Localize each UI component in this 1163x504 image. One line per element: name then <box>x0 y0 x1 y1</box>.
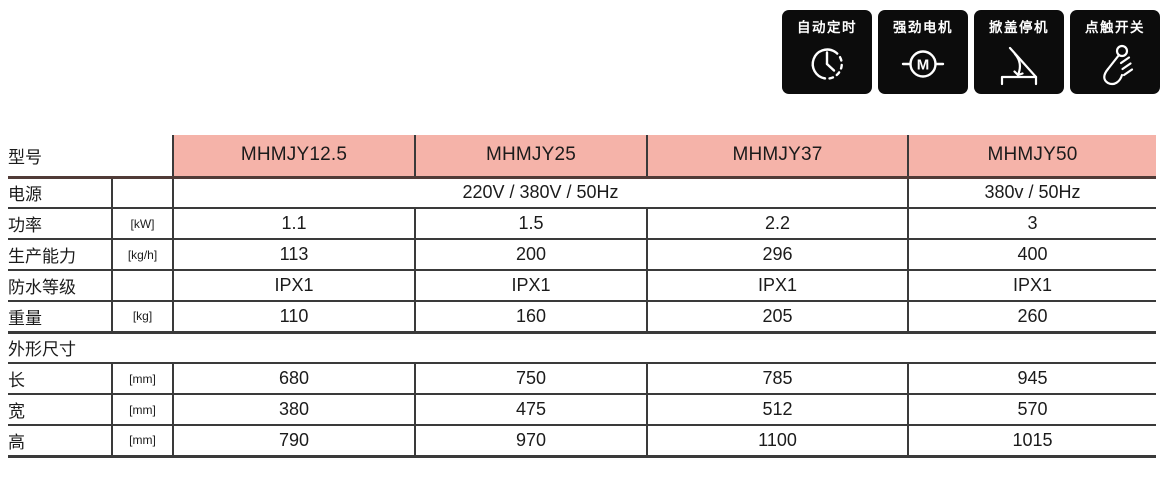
spec-value: IPX1 <box>172 270 415 302</box>
spec-value: 970 <box>414 425 647 458</box>
spec-row-label: 生产能力 <box>8 239 112 271</box>
spec-value: 785 <box>646 363 908 395</box>
spec-value: IPX1 <box>646 270 908 302</box>
spec-value: 110 <box>172 301 415 334</box>
model-header-row: 型号 MHMJY12.5 MHMJY25 MHMJY37 MHMJY50 <box>8 135 1156 179</box>
model-name: MHMJY50 <box>907 135 1156 179</box>
motor-icon: M <box>901 50 945 78</box>
spec-unit <box>111 270 173 302</box>
spec-value: 512 <box>646 394 908 426</box>
height-row: 高 [mm] 790 970 1100 1015 <box>8 425 1156 458</box>
power-rating-row: 功率 [kW] 1.1 1.5 2.2 3 <box>8 208 1156 240</box>
spec-value: 205 <box>646 301 908 334</box>
spec-value: 2.2 <box>646 208 908 240</box>
badge-auto-timer-label: 自动定时 <box>797 20 857 35</box>
spec-unit: [kW] <box>111 208 173 240</box>
spec-table: 型号 MHMJY12.5 MHMJY25 MHMJY37 MHMJY50 电源 … <box>8 135 1156 458</box>
spec-value: 1100 <box>646 425 908 458</box>
spec-value: IPX1 <box>414 270 647 302</box>
waterproof-row: 防水等级 IPX1 IPX1 IPX1 IPX1 <box>8 270 1156 302</box>
badge-strong-motor: 强劲电机 M <box>878 10 968 94</box>
spec-value: 750 <box>414 363 647 395</box>
spec-value: 200 <box>414 239 647 271</box>
spec-value: 570 <box>907 394 1156 426</box>
spec-value: 400 <box>907 239 1156 271</box>
dimensions-section-label: 外形尺寸 <box>8 332 1156 364</box>
badge-auto-timer: 自动定时 <box>782 10 872 94</box>
spec-value: 475 <box>414 394 647 426</box>
spec-value: 380v / 50Hz <box>907 177 1156 209</box>
weight-row: 重量 [kg] 110 160 205 260 <box>8 301 1156 334</box>
spec-row-label: 防水等级 <box>8 270 112 302</box>
spec-value: 1.5 <box>414 208 647 240</box>
spec-value: IPX1 <box>907 270 1156 302</box>
model-row-label: 型号 <box>8 135 173 179</box>
spec-unit: [mm] <box>111 425 173 458</box>
width-row: 宽 [mm] 380 475 512 570 <box>8 394 1156 426</box>
length-row: 长 [mm] 680 750 785 945 <box>8 363 1156 395</box>
spec-unit: [kg/h] <box>111 239 173 271</box>
dimensions-section-row: 外形尺寸 <box>8 332 1156 364</box>
power-supply-row: 电源 220V / 380V / 50Hz 380v / 50Hz <box>8 177 1156 209</box>
model-name: MHMJY12.5 <box>172 135 415 179</box>
spec-value: 680 <box>172 363 415 395</box>
spec-row-label: 功率 <box>8 208 112 240</box>
spec-value: 945 <box>907 363 1156 395</box>
spec-value: 790 <box>172 425 415 458</box>
spec-value: 1015 <box>907 425 1156 458</box>
badge-strong-motor-label: 强劲电机 <box>893 20 953 35</box>
badge-touch-switch: 点触开关 <box>1070 10 1160 94</box>
spec-value: 380 <box>172 394 415 426</box>
model-name: MHMJY37 <box>646 135 908 179</box>
capacity-row: 生产能力 [kg/h] 113 200 296 400 <box>8 239 1156 271</box>
spec-row-label: 电源 <box>8 177 112 209</box>
badge-lid-open-stop-label: 掀盖停机 <box>989 20 1049 35</box>
spec-value: 160 <box>414 301 647 334</box>
badge-touch-switch-label: 点触开关 <box>1085 20 1145 35</box>
svg-text:M: M <box>917 57 930 74</box>
spec-value: 296 <box>646 239 908 271</box>
feature-badges: 自动定时 强劲电机 M 掀盖停机 点触开关 <box>782 10 1160 94</box>
spec-row-label: 长 <box>8 363 112 395</box>
spec-unit <box>111 177 173 209</box>
lid-open-stop-icon <box>1000 46 1038 86</box>
touch-switch-icon <box>1103 44 1134 86</box>
spec-value: 113 <box>172 239 415 271</box>
badge-lid-open-stop: 掀盖停机 <box>974 10 1064 94</box>
model-name: MHMJY25 <box>414 135 647 179</box>
spec-value: 260 <box>907 301 1156 334</box>
timer-clock-icon <box>811 48 843 80</box>
spec-row-label: 宽 <box>8 394 112 426</box>
spec-row-label: 高 <box>8 425 112 458</box>
spec-value: 1.1 <box>172 208 415 240</box>
spec-unit: [mm] <box>111 394 173 426</box>
spec-value-shared: 220V / 380V / 50Hz <box>172 177 908 209</box>
spec-row-label: 重量 <box>8 301 112 334</box>
spec-value: 3 <box>907 208 1156 240</box>
spec-unit: [mm] <box>111 363 173 395</box>
spec-unit: [kg] <box>111 301 173 334</box>
